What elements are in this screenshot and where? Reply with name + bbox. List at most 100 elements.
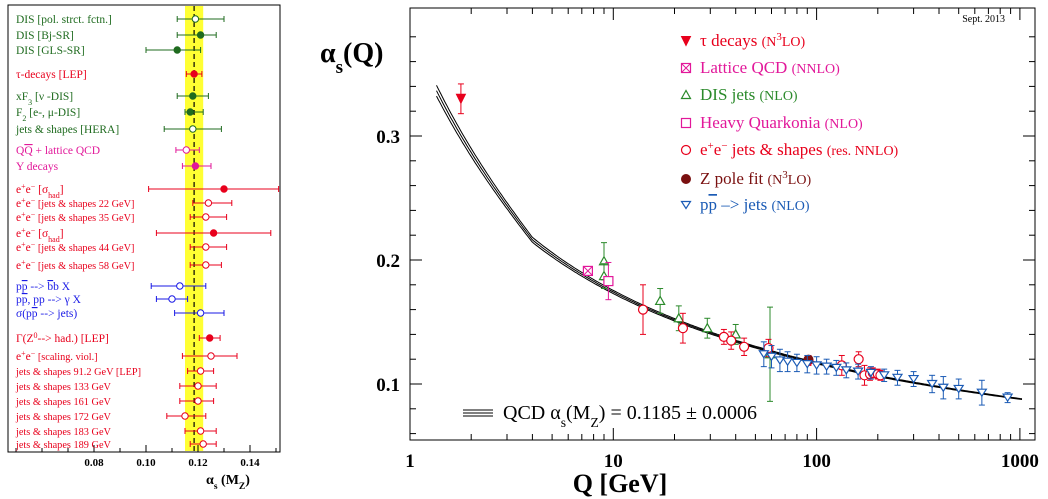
world-average-band	[185, 6, 204, 451]
measurement-label: jets & shapes 133 GeV	[15, 382, 112, 393]
measurement-label: e+e− [jets & shapes 44 GeV]	[16, 240, 134, 255]
measurement-label: xF3 [ν -DIS]	[16, 91, 73, 107]
measurement-row: τ-decays [LEP]	[16, 69, 203, 81]
measurement-label: DIS [pol. strct. fctn.]	[16, 14, 112, 26]
measurement-label: e+e− [jets & shapes 35 GeV]	[16, 210, 134, 225]
data-point	[680, 200, 692, 210]
qcd-band-curve	[436, 90, 1023, 400]
legend-item: DIS jets (NLO)	[680, 85, 798, 104]
measurement-point	[204, 199, 213, 207]
data-point	[774, 356, 786, 366]
legend-item: pp –> jets (NLO)	[680, 195, 810, 214]
measurement-row: DIS [GLS-SR]	[16, 45, 202, 57]
measurement-label: τ-decays [LEP]	[16, 69, 87, 81]
data-point	[680, 117, 692, 129]
series-group	[603, 261, 614, 301]
data-point	[603, 275, 614, 287]
left-xaxis-label: αs (MZ)	[206, 473, 250, 492]
measurement-label: jets & shapes [HERA]	[15, 124, 119, 136]
measurement-row: jets & shapes 161 GeV	[15, 397, 215, 408]
measurement-row: e+e− [σhad]	[16, 182, 280, 200]
right-panel-frame	[409, 7, 1036, 441]
data-point	[811, 361, 823, 371]
data-point	[781, 357, 794, 367]
data-point	[791, 358, 803, 368]
series-group	[758, 341, 1014, 406]
measurement-row: pp --> bb X	[16, 281, 207, 293]
measurement-label: QQ + lattice QCD	[16, 145, 100, 157]
measurement-row: DIS [pol. strct. fctn.]	[16, 14, 225, 26]
measurement-point	[189, 92, 197, 100]
measurement-label: F2 [e-, μ-DIS]	[16, 107, 80, 123]
measurement-label: DIS [Bj-SR]	[16, 30, 74, 42]
data-point	[937, 383, 949, 393]
measurement-point	[202, 261, 210, 269]
data-point	[726, 335, 737, 346]
legend-label: τ decays (N3LO)	[700, 31, 806, 50]
point-cross	[583, 266, 593, 276]
right-ytick-label: 0.1	[376, 375, 400, 396]
measurement-row: e+e− [σhad]	[16, 226, 272, 244]
data-point	[840, 366, 852, 375]
measurement-label: DIS [GLS-SR]	[16, 45, 85, 57]
data-point	[680, 36, 692, 47]
right-xtick-label: 100	[802, 451, 831, 472]
measurement-label: jets & shapes 161 GeV	[15, 397, 112, 408]
measurement-point	[220, 185, 228, 193]
measurement-row: jets & shapes 91.2 GeV [LEP]	[15, 367, 215, 378]
data-point	[730, 328, 742, 339]
data-point	[680, 144, 692, 156]
measurement-row: e+e− [jets & shapes 44 GeV]	[16, 240, 228, 255]
measurement-row: σ(pp --> jets)	[16, 308, 225, 320]
data-point	[654, 295, 666, 306]
measurement-row: DIS [Bj-SR]	[16, 30, 217, 42]
data-point	[908, 374, 920, 384]
measurement-point	[194, 397, 202, 405]
measurement-label: e+e− [σhad]	[16, 226, 64, 244]
measurement-label: e+e− [scaling. viol.]	[16, 349, 98, 364]
measurement-label: jets & shapes 172 GeV	[15, 412, 112, 423]
data-point	[976, 388, 988, 398]
right-xtick-label: 1000	[1001, 451, 1039, 472]
series-group	[598, 242, 776, 402]
legend-item: Lattice QCD (NNLO)	[680, 58, 840, 77]
point-cross	[681, 63, 691, 73]
measurement-row: e+e− [jets & shapes 58 GeV]	[16, 258, 222, 272]
measurement-point	[202, 213, 210, 221]
data-point	[680, 62, 692, 74]
measurement-label: jets & shapes 91.2 GeV [LEP]	[15, 367, 141, 378]
right-ytick-label: 0.2	[376, 251, 400, 272]
measurement-point	[206, 334, 214, 342]
data-point	[878, 371, 890, 380]
data-point	[821, 362, 833, 372]
left-xtick-label: 0.10	[136, 457, 156, 469]
measurement-point	[191, 162, 200, 170]
measurement-point	[196, 427, 205, 435]
measurement-label: Γ(Z0--> had.) [LEP]	[16, 331, 109, 346]
measurement-row: Υ decays	[16, 161, 212, 173]
data-point	[926, 379, 938, 389]
measurement-row: jets & shapes 189 GeV	[15, 440, 217, 451]
data-point	[765, 352, 778, 362]
data-point	[953, 384, 965, 394]
measurement-row: jets & shapes 133 GeV	[15, 382, 217, 393]
measurement-label: jets & shapes 189 GeV	[15, 440, 112, 451]
right-xtick-label: 10	[604, 451, 623, 472]
legend-item: Heavy Quarkonia (NLO)	[680, 113, 863, 132]
measurement-row: e+e− [jets & shapes 35 GeV]	[16, 210, 228, 225]
data-point	[701, 322, 713, 333]
measurement-point	[194, 382, 202, 390]
right-xaxis-label: Q [GeV]	[573, 469, 668, 498]
data-point	[455, 93, 467, 105]
measurement-row: jets & shapes [HERA]	[15, 124, 222, 136]
legend-label: e+e− jets & shapes (res. NNLO)	[700, 140, 899, 159]
measurement-label: Υ decays	[16, 161, 59, 173]
data-point	[801, 360, 813, 369]
measurement-point	[186, 108, 194, 116]
measurement-point	[196, 309, 205, 317]
data-point	[637, 304, 649, 315]
legend-label: Heavy Quarkonia (NLO)	[700, 113, 863, 132]
measurement-point	[207, 352, 215, 360]
right-xtick-label: 1	[405, 451, 415, 472]
